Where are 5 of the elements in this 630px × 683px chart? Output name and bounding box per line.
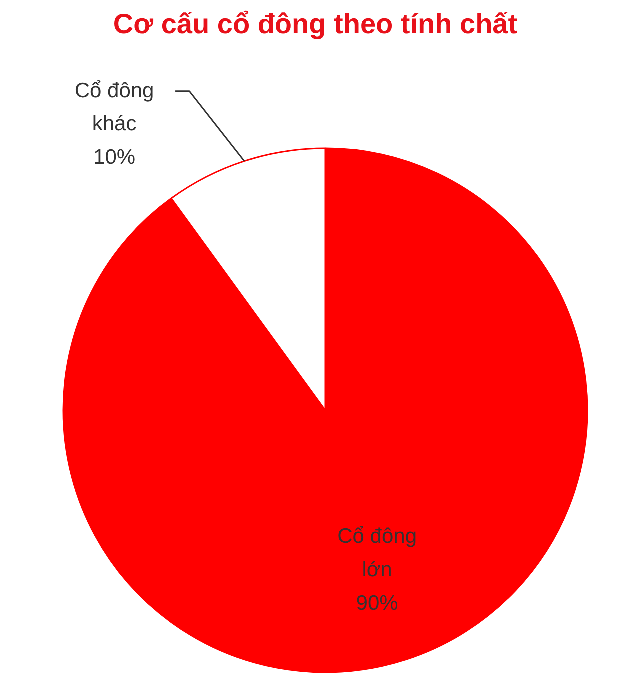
slice-label: Cổ đông lớn [338,525,418,582]
data-label: 90% [356,592,398,615]
slice-label: Cổ đông khác [74,79,154,136]
data-label: 10% [94,146,136,170]
chart-title: Cơ cấu cổ đông theo tính chất [113,8,518,40]
